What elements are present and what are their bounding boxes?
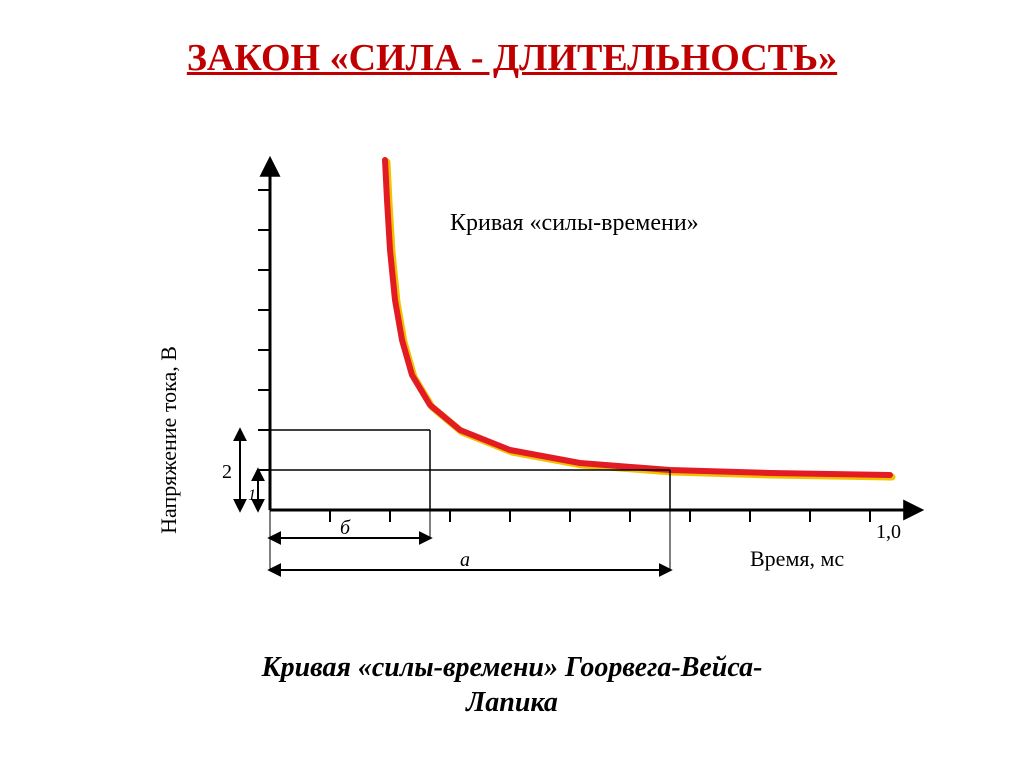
x-end-label: 1,0 xyxy=(876,521,901,543)
caption-line2: Лапика xyxy=(466,687,558,718)
chart-svg: 1,0 Время, мс Напряжение тока, В Кривая «си… xyxy=(130,140,950,600)
dim-label-1: 1 xyxy=(248,487,256,504)
x-axis-label: Время, мс xyxy=(750,546,844,571)
y-axis-label: Напряжение тока, В xyxy=(156,346,181,534)
dim-label-b: б xyxy=(340,517,351,539)
slide: ЗАКОН «СИЛА - ДЛИТЕЛЬНОСТЬ» 1,0 Время, мс… xyxy=(0,0,1024,768)
dim-label-a: а xyxy=(460,549,470,571)
curve-label: Кривая «силы-времени» xyxy=(450,210,699,236)
caption-line1: Кривая «силы-времени» Гоорвега-Вейса- xyxy=(262,652,763,683)
slide-caption: Кривая «силы-времени» Гоорвега-Вейса- Ла… xyxy=(0,650,1024,720)
dim-label-2: 2 xyxy=(222,461,232,483)
slide-title: ЗАКОН «СИЛА - ДЛИТЕЛЬНОСТЬ» xyxy=(0,36,1024,80)
strength-duration-chart: 1,0 Время, мс Напряжение тока, В Кривая «си… xyxy=(130,140,950,600)
strength-duration-curve xyxy=(385,160,890,475)
